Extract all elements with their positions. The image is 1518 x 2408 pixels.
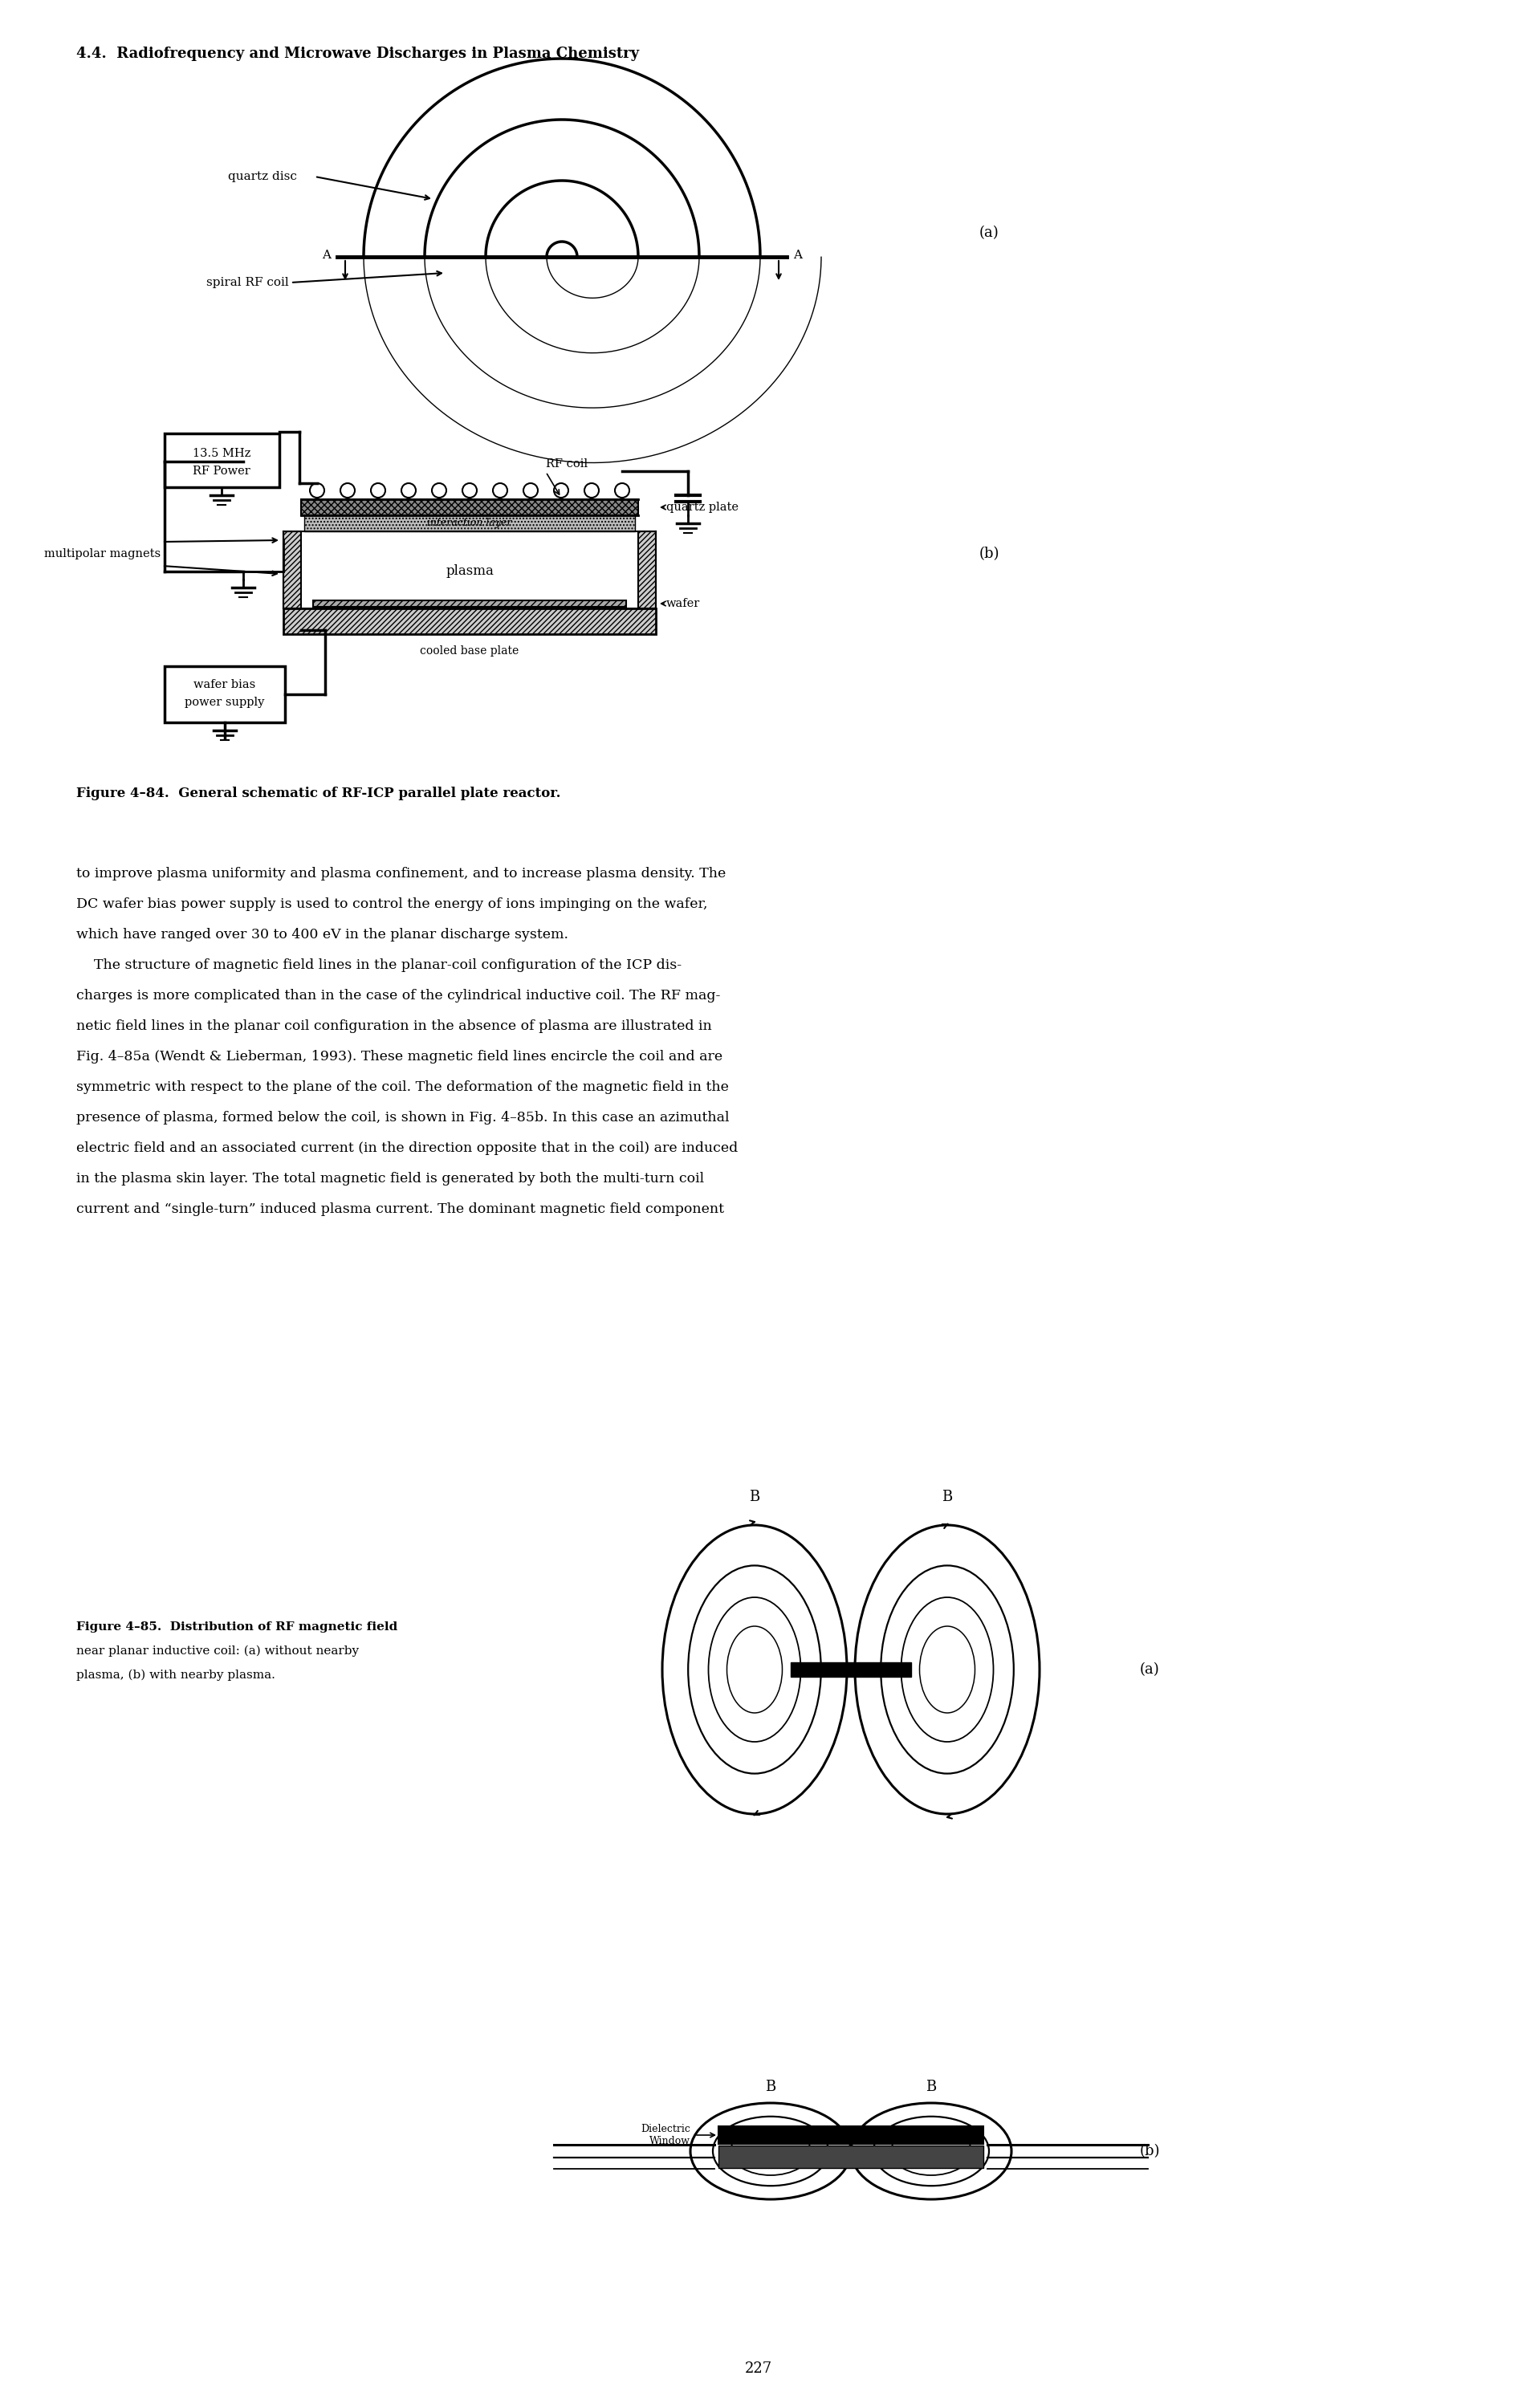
Text: spiral RF coil: spiral RF coil <box>206 277 288 289</box>
Bar <box>304 515 635 532</box>
Text: Dielectric
Window: Dielectric Window <box>641 2124 691 2146</box>
Text: electric field and an associated current (in the direction opposite that in the : electric field and an associated current… <box>76 1141 738 1156</box>
Text: A: A <box>792 250 802 260</box>
Text: wafer bias: wafer bias <box>194 679 255 691</box>
Text: near planar inductive coil: (a) without nearby: near planar inductive coil: (a) without … <box>76 1645 358 1657</box>
Text: quartz plate: quartz plate <box>666 501 739 513</box>
Text: symmetric with respect to the plane of the coil. The deformation of the magnetic: symmetric with respect to the plane of t… <box>76 1081 729 1093</box>
Text: netic field lines in the planar coil configuration in the absence of plasma are : netic field lines in the planar coil con… <box>76 1019 712 1033</box>
Bar <box>164 667 285 722</box>
Text: cooled base plate: cooled base plate <box>420 645 519 657</box>
Bar <box>284 532 301 609</box>
Text: to improve plasma uniformity and plasma confinement, and to increase plasma dens: to improve plasma uniformity and plasma … <box>76 867 726 881</box>
Bar <box>313 600 625 607</box>
Text: power supply: power supply <box>185 696 264 708</box>
Text: Figure 4–84.  General schematic of RF-ICP parallel plate reactor.: Figure 4–84. General schematic of RF-ICP… <box>76 787 560 799</box>
Text: (b): (b) <box>979 547 1000 561</box>
Text: (a): (a) <box>1140 1662 1160 1676</box>
Text: 13.5 MHz: 13.5 MHz <box>193 448 250 460</box>
Text: plasma: plasma <box>446 566 493 578</box>
Text: which have ranged over 30 to 400 eV in the planar discharge system.: which have ranged over 30 to 400 eV in t… <box>76 927 568 942</box>
Text: B: B <box>943 1491 953 1505</box>
Bar <box>718 2146 984 2167</box>
Bar <box>284 609 656 633</box>
Bar <box>164 433 279 486</box>
Text: B: B <box>750 1491 761 1505</box>
Text: in the plasma skin layer. The total magnetic field is generated by both the mult: in the plasma skin layer. The total magn… <box>76 1173 704 1185</box>
Bar <box>791 1662 911 1676</box>
Text: DC wafer bias power supply is used to control the energy of ions impinging on th: DC wafer bias power supply is used to co… <box>76 898 707 910</box>
Text: 227: 227 <box>745 2362 773 2377</box>
Text: wafer: wafer <box>666 597 700 609</box>
Text: RF coil: RF coil <box>546 458 587 470</box>
Text: quartz disc: quartz disc <box>228 171 298 183</box>
Text: current and “single-turn” induced plasma current. The dominant magnetic field co: current and “single-turn” induced plasma… <box>76 1202 724 1216</box>
Text: B: B <box>926 2081 937 2095</box>
Text: Fig. 4–85a (Wendt & Lieberman, 1993). These magnetic field lines encircle the co: Fig. 4–85a (Wendt & Lieberman, 1993). Th… <box>76 1050 723 1064</box>
Text: plasma, (b) with nearby plasma.: plasma, (b) with nearby plasma. <box>76 1669 275 1681</box>
Text: 4.4.  Radiofrequency and Microwave Discharges in Plasma Chemistry: 4.4. Radiofrequency and Microwave Discha… <box>76 46 639 60</box>
Text: charges is more complicated than in the case of the cylindrical inductive coil. : charges is more complicated than in the … <box>76 990 721 1002</box>
Text: multipolar magnets: multipolar magnets <box>44 549 161 559</box>
Bar <box>638 532 656 609</box>
Text: (b): (b) <box>1140 2143 1160 2158</box>
Text: (a): (a) <box>979 226 999 241</box>
Text: The structure of magnetic field lines in the planar-coil configuration of the IC: The structure of magnetic field lines in… <box>76 958 682 973</box>
Bar <box>301 498 638 515</box>
Text: Figure 4–85.  Distribution of RF magnetic field: Figure 4–85. Distribution of RF magnetic… <box>76 1621 398 1633</box>
Text: RF Power: RF Power <box>193 465 250 477</box>
Text: A: A <box>322 250 331 260</box>
Text: presence of plasma, formed below the coil, is shown in Fig. 4–85b. In this case : presence of plasma, formed below the coi… <box>76 1110 729 1125</box>
Text: B: B <box>765 2081 776 2095</box>
Text: interaction layer: interaction layer <box>427 518 512 530</box>
Bar <box>718 2126 984 2143</box>
